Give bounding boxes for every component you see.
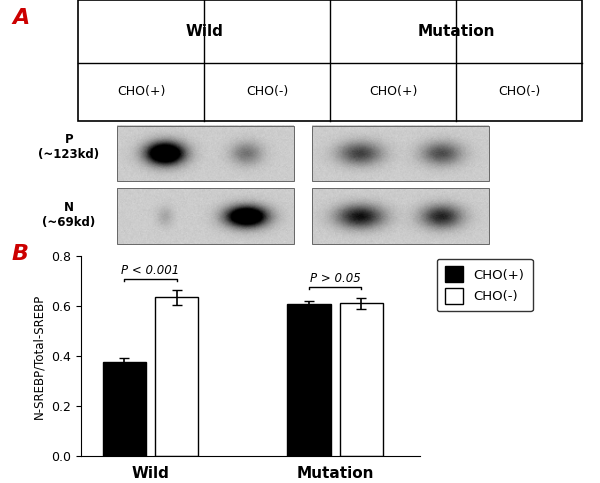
Bar [312,188,489,243]
Text: P
(~123kd): P (~123kd) [38,133,100,161]
Bar [340,303,383,456]
Text: CHO(-): CHO(-) [498,85,540,98]
Bar [78,0,582,121]
Y-axis label: N-SREBP/Total-SREBP: N-SREBP/Total-SREBP [33,294,46,419]
Legend: CHO(+), CHO(-): CHO(+), CHO(-) [437,258,533,312]
Bar [155,298,198,456]
Text: CHO(-): CHO(-) [246,85,288,98]
Text: B: B [12,244,29,264]
Text: P > 0.05: P > 0.05 [310,272,361,285]
Bar [103,362,146,456]
Text: N
(~69kd): N (~69kd) [43,201,95,229]
Text: Wild: Wild [185,24,223,39]
Text: A: A [12,8,29,28]
Text: Mutation: Mutation [417,24,495,39]
Text: CHO(+): CHO(+) [117,85,165,98]
Bar [117,126,294,181]
Bar [287,304,331,456]
Text: CHO(+): CHO(+) [369,85,417,98]
Bar [312,126,489,181]
Text: P < 0.001: P < 0.001 [121,264,179,277]
Bar [117,188,294,243]
